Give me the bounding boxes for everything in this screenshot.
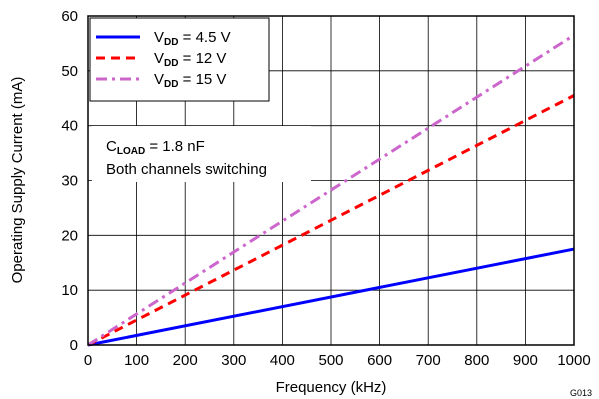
x-axis-title: Frequency (kHz) — [276, 379, 387, 396]
y-tick-labels: 0 10 20 30 40 50 60 — [61, 8, 78, 354]
y-tick-label: 40 — [61, 118, 78, 135]
y-tick-label: 20 — [61, 227, 78, 244]
y-tick-label: 0 — [70, 337, 78, 354]
y-tick-label: 50 — [61, 63, 78, 80]
x-tick-label: 200 — [173, 352, 198, 369]
x-tick-label: 900 — [513, 352, 538, 369]
x-tick-labels: 0 100 200 300 400 500 600 700 800 900 1000 — [84, 352, 591, 369]
x-tick-label: 400 — [270, 352, 295, 369]
x-tick-label: 1000 — [557, 352, 590, 369]
x-tick-label: 600 — [367, 352, 392, 369]
x-tick-label: 0 — [84, 352, 92, 369]
x-tick-label: 700 — [416, 352, 441, 369]
y-tick-label: 10 — [61, 282, 78, 299]
x-tick-label: 100 — [124, 352, 149, 369]
x-tick-label: 300 — [221, 352, 246, 369]
y-tick-label: 30 — [61, 173, 78, 190]
x-tick-label: 500 — [318, 352, 343, 369]
annotation-switching: Both channels switching — [106, 161, 267, 178]
y-tick-label: 60 — [61, 8, 78, 25]
figure-code: G013 — [570, 388, 592, 398]
y-axis-title: Operating Supply Current (mA) — [9, 77, 26, 284]
legend: VDD = 4.5 V VDD = 12 V VDD = 15 V — [90, 18, 269, 101]
x-tick-label: 800 — [464, 352, 489, 369]
annotation: CLOAD = 1.8 nF Both channels switching — [92, 126, 311, 182]
